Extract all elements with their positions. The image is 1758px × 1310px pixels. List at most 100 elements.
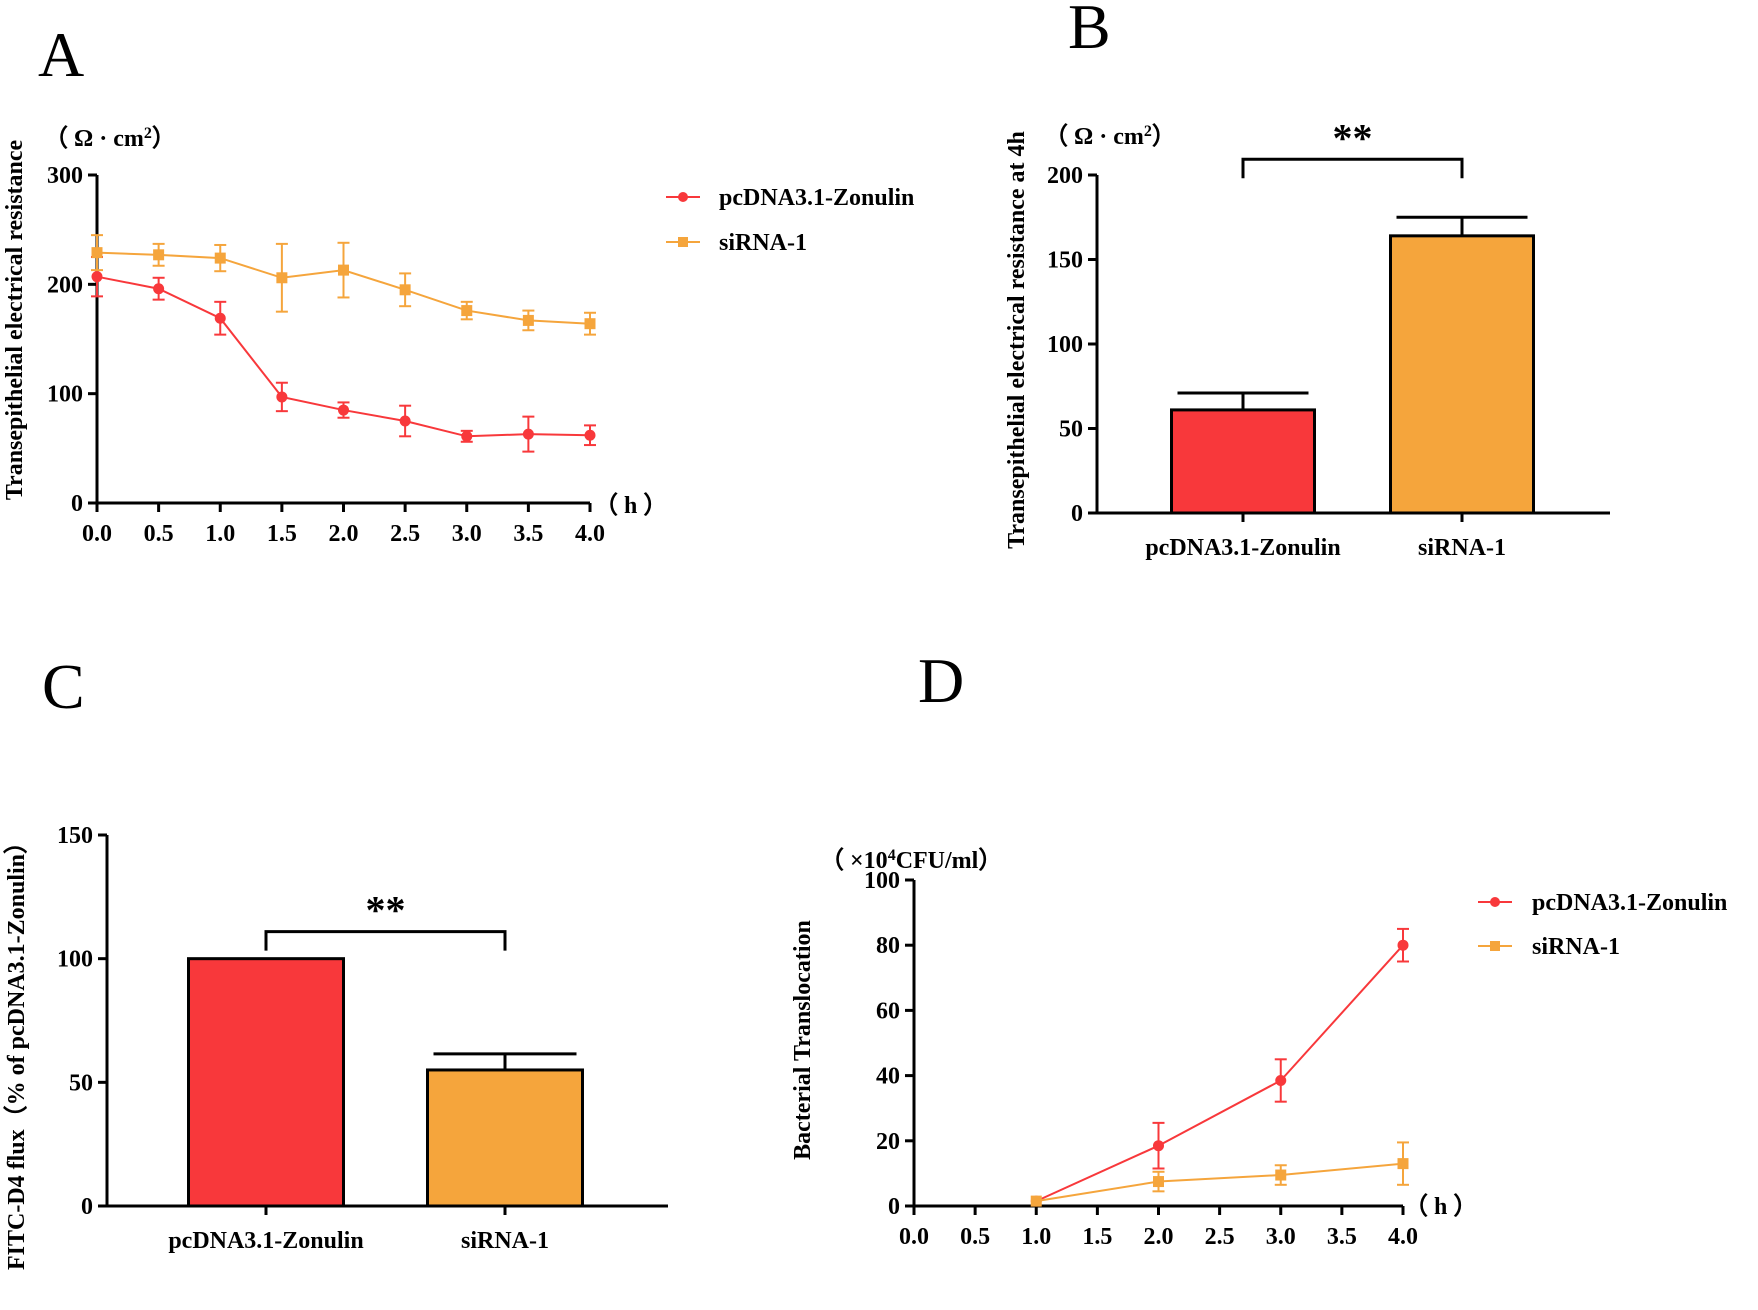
- data-point-sirna-1: [522, 314, 534, 326]
- x-tick-label-d: 1.0: [1021, 1224, 1051, 1250]
- panel-d: D （ ×104CFU/ml） Bacterial Translocation …: [790, 645, 1727, 1250]
- y-tick-label-c: 50: [69, 1070, 93, 1096]
- bar-sirna-1: [426, 1068, 584, 1208]
- y-tick-label-d: 20: [876, 1129, 900, 1155]
- x-tick-label-pcdna3-1-zonulin: pcDNA3.1-Zonulin: [168, 1228, 363, 1254]
- y-tick-label-b: 150: [1047, 248, 1083, 274]
- data-point-sirna-1: [214, 252, 226, 264]
- x-tick-label-a: 0.0: [82, 521, 112, 547]
- panel-b: B （ Ω · cm2） Transepithelial electrical …: [1004, 0, 1610, 561]
- y-tick-label-d: 80: [876, 933, 900, 959]
- x-unit-label-d: （ h ）: [1404, 1193, 1477, 1220]
- legend-a: pcDNA3.1-Zonulin siRNA-1: [666, 185, 914, 256]
- legend-marker-zonulin-a: [678, 192, 688, 202]
- y-tick-label-a: 300: [47, 163, 83, 189]
- data-point-pcdna3-1-zonulin: [461, 430, 473, 442]
- x-tick-label-sirna-1: siRNA-1: [1418, 535, 1506, 561]
- x-tick-label-a: 3.5: [513, 521, 543, 547]
- panel-letter-a: A: [38, 19, 84, 90]
- y-tick-label-a: 0: [71, 491, 83, 517]
- x-tick-label-a: 2.5: [390, 521, 420, 547]
- y-tick-label-d: 100: [864, 868, 900, 894]
- x-tick-label-d: 3.0: [1266, 1224, 1296, 1250]
- x-tick-label-d: 1.5: [1082, 1224, 1112, 1250]
- x-tick-label-sirna-1: siRNA-1: [461, 1228, 549, 1254]
- data-point-sirna-1: [1153, 1176, 1164, 1188]
- data-point-pcdna3-1-zonulin: [338, 404, 349, 416]
- panel-letter-c: C: [42, 651, 85, 722]
- data-point-pcdna3-1-zonulin: [214, 312, 226, 324]
- x-unit-label-a: （ h ）: [594, 492, 667, 519]
- data-point-sirna-1: [1275, 1169, 1287, 1181]
- data-point-sirna-1: [91, 247, 103, 259]
- x-tick-label-a: 3.0: [452, 521, 482, 547]
- panel-letter-d: D: [918, 645, 964, 716]
- data-point-sirna-1: [461, 305, 473, 317]
- significance-label-c: **: [366, 888, 406, 933]
- x-tick-label-d: 0.0: [899, 1224, 929, 1250]
- legend-d: pcDNA3.1-Zonulin siRNA-1: [1478, 890, 1727, 960]
- data-point-pcdna3-1-zonulin: [153, 283, 165, 295]
- plot-area-a: 0 100 200 300 0.0 0.5 1.0 1.5 2.0 2.5 3.0 3.5 4.0: [47, 163, 605, 547]
- data-point-pcdna3-1-zonulin: [399, 415, 411, 427]
- legend-label-zonulin-d: pcDNA3.1-Zonulin: [1532, 890, 1727, 916]
- legend-marker-sirna-a: [678, 237, 688, 247]
- data-point-pcdna3-1-zonulin: [584, 429, 596, 441]
- data-point-pcdna3-1-zonulin: [522, 428, 534, 440]
- y-tick-label-c: 150: [57, 823, 93, 849]
- y-axis-title-c: FITC-D4 flux（% of pcDNA3.1-Zonulin）: [3, 830, 30, 1270]
- plot-area-c: 0 50 100 150 pcDNA3.1-Zonulin siRNA-1 **: [57, 823, 668, 1254]
- y-tick-label-a: 200: [47, 272, 83, 298]
- data-point-sirna-1: [153, 249, 165, 261]
- data-point-sirna-1: [399, 284, 411, 296]
- panel-letter-b: B: [1068, 0, 1111, 62]
- x-tick-label-a: 1.5: [267, 521, 297, 547]
- y-unit-label-a: （ Ω · cm2）: [44, 125, 176, 153]
- y-tick-label-b: 100: [1047, 332, 1083, 358]
- x-tick-label-d: 0.5: [960, 1224, 990, 1250]
- data-point-pcdna3-1-zonulin: [276, 391, 288, 403]
- plot-area-d: 0 20 40 60 80 100 0.0 0.5 1.0 1.5 2.0 2.5 3.0 3.5 4.0: [864, 868, 1418, 1250]
- x-tick-label-pcdna3-1-zonulin: pcDNA3.1-Zonulin: [1145, 535, 1340, 561]
- y-axis-title-d: Bacterial Translocation: [790, 920, 816, 1160]
- series-line-pcdna3-1-zonulin-d: [1035, 944, 1404, 1203]
- data-point-sirna-1: [1030, 1195, 1042, 1207]
- significance-label-b: **: [1333, 115, 1373, 160]
- panel-c: C FITC-D4 flux（% of pcDNA3.1-Zonulin） 0 5…: [3, 651, 668, 1270]
- y-unit-label-b: （ Ω · cm2）: [1044, 123, 1176, 151]
- significance-bracket-c: [264, 930, 507, 951]
- x-tick-label-d: 2.5: [1205, 1224, 1235, 1250]
- y-unit-label-d: （ ×104CFU/ml）: [820, 847, 1002, 875]
- panel-a: A （ Ω · cm2） Transepithelial electrical …: [2, 19, 914, 547]
- y-tick-label-b: 50: [1059, 417, 1083, 443]
- x-tick-label-a: 2.0: [329, 521, 359, 547]
- y-tick-label-b: 0: [1071, 501, 1083, 527]
- data-point-pcdna3-1-zonulin: [1397, 939, 1409, 951]
- x-tick-label-a: 4.0: [575, 521, 605, 547]
- data-point-sirna-1: [584, 318, 596, 330]
- legend-label-sirna-a: siRNA-1: [719, 230, 807, 256]
- y-axis-title-b: Transepithelial electrical resistance at…: [1004, 131, 1030, 549]
- x-tick-label-a: 0.5: [144, 521, 174, 547]
- data-point-sirna-1: [1397, 1158, 1409, 1170]
- y-tick-label-d: 0: [888, 1194, 900, 1220]
- y-tick-label-a: 100: [47, 382, 83, 408]
- legend-label-zonulin-a: pcDNA3.1-Zonulin: [719, 185, 914, 211]
- data-point-pcdna3-1-zonulin: [91, 271, 103, 283]
- data-point-pcdna3-1-zonulin: [1153, 1140, 1164, 1152]
- bar-pcdna3-1-zonulin: [1170, 408, 1316, 515]
- y-tick-label-c: 0: [81, 1194, 93, 1220]
- data-point-sirna-1: [276, 272, 288, 284]
- series-line-sirna-1-d: [1036, 1162, 1404, 1203]
- significance-bracket-b: [1241, 157, 1464, 179]
- bar-sirna-1: [1389, 234, 1535, 515]
- legend-marker-zonulin-d: [1490, 897, 1500, 907]
- y-tick-label-c: 100: [57, 947, 93, 973]
- y-tick-label-b: 200: [1047, 163, 1083, 189]
- legend-label-sirna-d: siRNA-1: [1532, 934, 1620, 960]
- y-tick-label-d: 60: [876, 998, 900, 1024]
- x-tick-label-d: 4.0: [1388, 1224, 1418, 1250]
- y-tick-label-d: 40: [876, 1064, 900, 1090]
- y-axis-title-a: Transepithelial electrical resistance: [2, 139, 28, 500]
